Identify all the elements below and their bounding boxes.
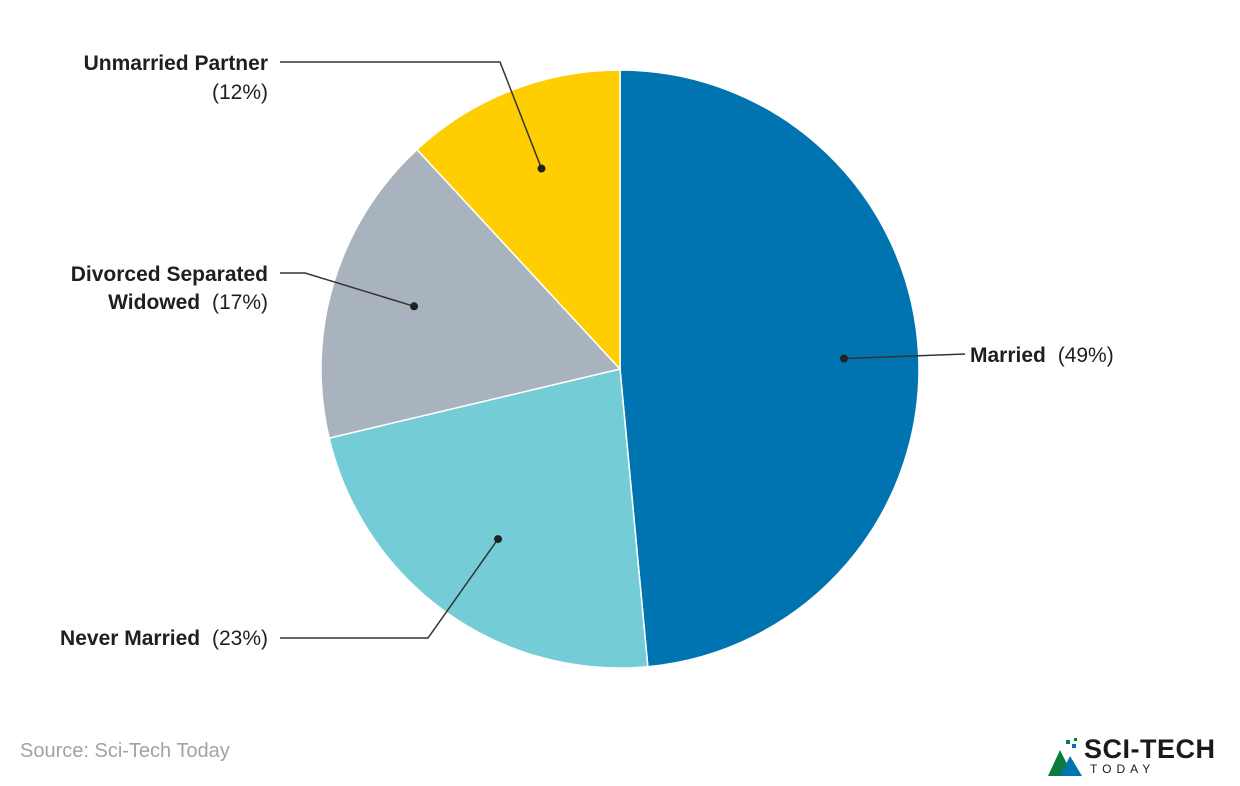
label-never-married-pct: (23%) bbox=[212, 627, 268, 650]
logo-mark-icon bbox=[1048, 738, 1082, 776]
label-married: Married (49%) bbox=[970, 344, 1114, 367]
label-never-married-name: Never Married bbox=[60, 627, 200, 650]
slice-divorced-separated-widowed-leader-line bbox=[280, 272, 415, 308]
sci-tech-logo: SCI-TECH TODAY bbox=[1046, 734, 1226, 780]
label-married-name: Married bbox=[970, 344, 1046, 367]
label-unmarried-line1: Unmarried Partner bbox=[84, 52, 268, 75]
slice-unmarried-partner-leader-line bbox=[280, 61, 543, 169]
label-divorced-line1: Divorced Separated bbox=[71, 263, 268, 286]
label-divorced-name2: Widowed bbox=[108, 291, 200, 314]
label-married-pct: (49%) bbox=[1058, 344, 1114, 367]
slice-divorced-separated-widowed-leader-dot bbox=[410, 302, 419, 311]
slice-unmarried-partner-leader-dot bbox=[537, 164, 546, 173]
slice-never-married-leader-dot bbox=[494, 535, 503, 544]
label-unmarried-pct: (12%) bbox=[212, 81, 268, 104]
label-unmarried-line2: (12%) bbox=[212, 81, 268, 104]
label-divorced-line2: Widowed (17%) bbox=[108, 291, 268, 314]
label-unmarried-name: Unmarried Partner bbox=[84, 52, 268, 75]
slice-married-leader-dot bbox=[840, 354, 849, 363]
logo-sub: TODAY bbox=[1090, 762, 1156, 776]
slice-married-leader-line bbox=[843, 353, 966, 360]
source-note: Source: Sci-Tech Today bbox=[20, 740, 230, 762]
label-divorced-name1: Divorced Separated bbox=[71, 263, 268, 286]
slice-never-married-leader-line bbox=[280, 538, 499, 639]
pie-slices bbox=[320, 69, 920, 669]
label-never-married: Never Married (23%) bbox=[60, 627, 268, 650]
label-divorced-pct: (17%) bbox=[212, 291, 268, 314]
logo-name: SCI-TECH bbox=[1084, 734, 1216, 764]
leader-lines bbox=[280, 61, 966, 639]
slice-married bbox=[619, 69, 920, 668]
